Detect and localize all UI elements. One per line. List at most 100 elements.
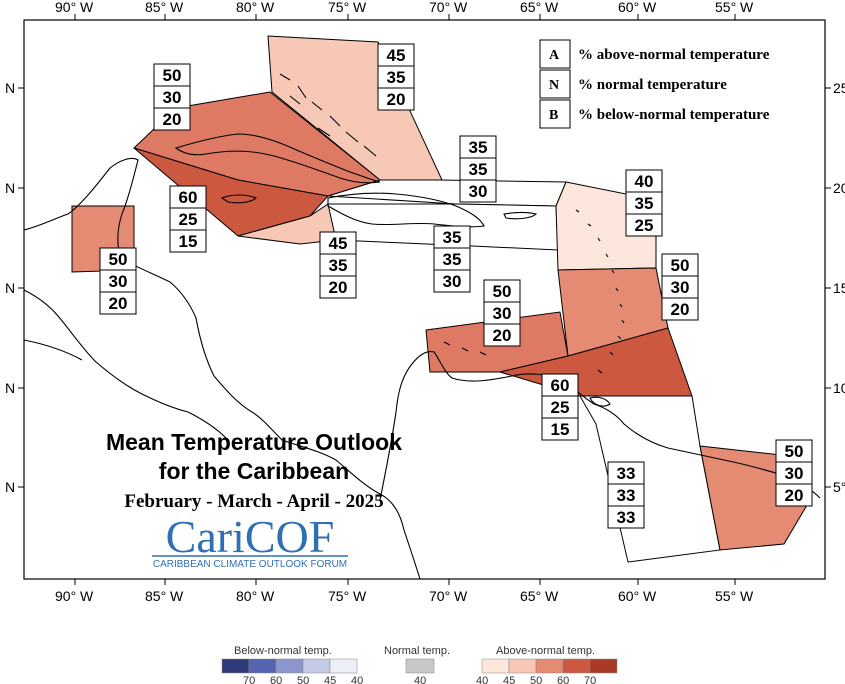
lat-label: 5° <box>833 479 845 495</box>
prob-stack-guyana: 33 33 33 <box>607 461 645 529</box>
prob-box-below <box>99 291 137 315</box>
prob-value-above: 60 <box>179 188 198 207</box>
colorbar-normal-tick: 40 <box>414 675 426 684</box>
lon-labels-bottom: 90° W 85° W 80° W 75° W 70° W 65° W 60° … <box>55 588 754 604</box>
prob-box-below <box>483 323 521 347</box>
prob-box-below <box>433 269 471 293</box>
prob-stack-belize: 50 30 20 <box>99 247 137 315</box>
prob-value-above: 50 <box>671 256 690 275</box>
prob-box-below <box>169 229 207 253</box>
prob-value-below: 25 <box>635 216 654 235</box>
colorbar-below-tick: 40 <box>351 675 363 684</box>
lon-label: 80° W <box>236 0 275 15</box>
prob-value-above: 50 <box>163 66 182 85</box>
legend-letter-b: B <box>549 108 558 123</box>
lon-ticks <box>74 14 736 585</box>
lon-label: 60° W <box>618 0 657 15</box>
lat-labels-left: N N N N N <box>5 80 15 495</box>
prob-value-normal: 30 <box>109 272 128 291</box>
colorbar-below-swatch <box>248 658 277 674</box>
prob-box-below <box>607 505 645 529</box>
prob-value-below: 20 <box>109 294 128 313</box>
colorbar-above-tick: 45 <box>503 675 515 684</box>
legend-letter-a: A <box>549 48 560 63</box>
legend-text-a: % above-normal temperature <box>578 47 770 63</box>
lon-label: 75° W <box>328 588 367 604</box>
legend-box-a <box>539 39 571 69</box>
prob-box-below <box>775 483 813 507</box>
legend-box-b <box>539 99 571 129</box>
colorbar-below-swatch <box>302 658 331 674</box>
lon-label: 65° W <box>520 588 559 604</box>
lat-labels-right: 25 20 15 10 5° <box>833 80 845 495</box>
prob-value-normal: 35 <box>387 68 406 87</box>
caricof-logo: CariCOF <box>166 511 335 562</box>
map-title-line2: for the Caribbean <box>159 458 349 484</box>
colorbar-above-swatch <box>481 658 510 674</box>
colorbar-above-swatches: 40 45 50 60 70 <box>476 658 618 684</box>
lon-label: 70° W <box>429 0 468 15</box>
prob-box-below <box>319 275 357 299</box>
colorbar-below-swatch <box>221 658 250 674</box>
prob-value-above: 45 <box>329 234 348 253</box>
legend: A N B % above-normal temperature % norma… <box>539 39 770 129</box>
prob-value-above: 35 <box>469 138 488 157</box>
lat-ticks <box>18 87 831 488</box>
colorbar-above-tick: 70 <box>584 675 596 684</box>
prob-stack-hispaniola-pr: 35 35 30 <box>433 225 471 293</box>
prob-value-below: 20 <box>387 90 406 109</box>
lat-label: 25 <box>833 80 845 96</box>
colorbar-below-tick: 50 <box>297 675 309 684</box>
prob-value-normal: 25 <box>179 210 198 229</box>
prob-value-below: 20 <box>785 486 804 505</box>
prob-stack-trinidad: 60 25 15 <box>541 373 579 441</box>
lon-label: 55° W <box>715 0 754 15</box>
lon-label: 65° W <box>520 0 559 15</box>
colorbar-below-swatches: 70 60 50 45 40 <box>221 658 363 684</box>
colorbar-below-tick: 45 <box>324 675 336 684</box>
colorbar-above-tick: 60 <box>557 675 569 684</box>
colorbar-below-tick: 60 <box>270 675 282 684</box>
prob-value-below: 30 <box>443 272 462 291</box>
prob-value-below: 20 <box>163 110 182 129</box>
prob-stack-cuba: 50 30 20 <box>153 63 191 131</box>
lon-label: 85° W <box>145 588 184 604</box>
prob-box-below <box>153 107 191 131</box>
prob-value-above: 50 <box>785 442 804 461</box>
lat-label: N <box>5 380 15 396</box>
prob-value-normal: 30 <box>163 88 182 107</box>
prob-value-below: 30 <box>469 182 488 201</box>
prob-value-below: 20 <box>671 300 690 319</box>
legend-text-b: % below-normal temperature <box>578 107 770 123</box>
prob-value-above: 33 <box>617 464 636 483</box>
lon-label: 90° W <box>55 588 94 604</box>
prob-value-below: 20 <box>329 278 348 297</box>
lon-label: 75° W <box>328 0 367 15</box>
prob-value-normal: 35 <box>443 250 462 269</box>
prob-box-below <box>625 213 663 237</box>
colorbar-normal-label: Normal temp. <box>384 645 450 657</box>
colorbar-above-swatch <box>562 658 591 674</box>
colorbar-above-swatch <box>589 658 618 674</box>
legend-text-n: % normal temperature <box>578 77 727 93</box>
lat-label: N <box>5 180 15 196</box>
lon-label: 90° W <box>55 0 94 15</box>
prob-value-normal: 30 <box>671 278 690 297</box>
lat-label: 10 <box>833 380 845 396</box>
prob-value-above: 50 <box>109 250 128 269</box>
map-period: February - March - April - 2025 <box>124 491 383 512</box>
prob-stack-eastern-caribbean: 50 30 20 <box>661 253 699 321</box>
lon-label: 55° W <box>715 588 754 604</box>
colorbar-above-label: Above-normal temp. <box>496 645 595 657</box>
prob-box-below <box>459 179 497 203</box>
prob-stack-hispaniola-north: 35 35 30 <box>459 135 497 203</box>
prob-value-above: 60 <box>551 376 570 395</box>
colorbar-above-tick: 40 <box>476 675 488 684</box>
prob-box-below <box>377 87 415 111</box>
prob-value-normal: 35 <box>469 160 488 179</box>
lat-label: N <box>5 479 15 495</box>
lon-label: 60° W <box>618 588 657 604</box>
prob-value-above: 35 <box>443 228 462 247</box>
colorbar-below-tick: 70 <box>243 675 255 684</box>
